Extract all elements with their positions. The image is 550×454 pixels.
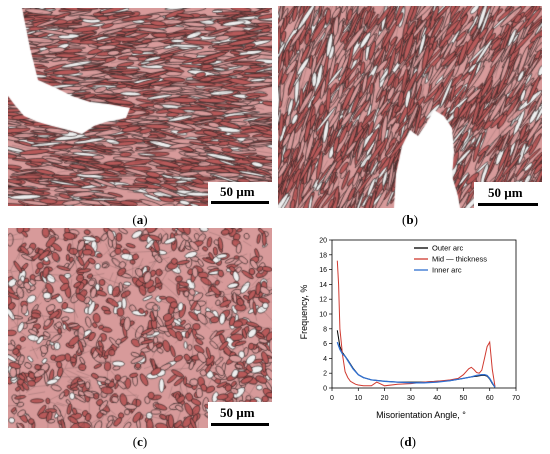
y-axis-label: Frequency, % (299, 285, 309, 340)
x-tick-label: 20 (381, 395, 389, 402)
caption-d: (d) (400, 434, 416, 449)
scale-bar-c: 50 µm (208, 402, 272, 428)
micrograph-a-image (8, 8, 272, 206)
panel-c: 50 µm (8, 228, 272, 428)
y-tick-label: 4 (323, 356, 327, 363)
scale-line-a (211, 201, 269, 204)
y-tick-label: 8 (323, 326, 327, 333)
series-line-0 (336, 330, 496, 388)
y-tick-label: 14 (319, 282, 327, 289)
legend-label-0: Outer arc (432, 244, 464, 253)
x-tick-label: 70 (512, 395, 520, 402)
caption-b: (b) (402, 212, 418, 227)
micrograph-b-image (278, 6, 542, 208)
scale-bar-a: 50 µm (208, 182, 272, 206)
y-tick-label: 12 (319, 297, 327, 304)
x-tick-label: 10 (354, 395, 362, 402)
micrograph-c-image (8, 228, 272, 428)
y-tick-label: 20 (319, 238, 327, 245)
y-tick-label: 0 (323, 386, 327, 393)
x-tick-label: 60 (486, 395, 494, 402)
x-tick-label: 40 (433, 395, 441, 402)
x-tick-label: 50 (460, 395, 468, 402)
scale-line-c (211, 423, 269, 426)
scale-label-c: 50 µm (220, 405, 255, 420)
y-tick-label: 18 (319, 252, 327, 259)
x-tick-label: 0 (330, 395, 334, 402)
y-tick-label: 10 (319, 312, 327, 319)
plot-frame (331, 239, 517, 389)
legend-label-2: Inner arc (432, 266, 462, 275)
misorientation-chart: 0 10 20 30 40 50 60 70 0 2 4 6 8 10 12 14 16 18 20 Outer a… (299, 238, 520, 421)
scale-label-b: 50 µm (488, 185, 523, 200)
y-tick-label: 6 (323, 341, 327, 348)
caption-a: (a) (132, 212, 148, 227)
scale-line-b (478, 203, 538, 206)
legend-label-1: Mid — thickness (432, 255, 487, 264)
x-tick-label: 30 (407, 395, 415, 402)
scale-bar-b: 50 µm (474, 182, 542, 208)
panel-a: 50 µm (8, 8, 272, 206)
y-tick-label: 2 (323, 371, 327, 378)
panel-b: 50 µm (278, 6, 542, 208)
y-tick-label: 16 (319, 267, 327, 274)
caption-c: (c) (132, 434, 148, 449)
scale-label-a: 50 µm (220, 184, 255, 199)
series-line-2 (336, 341, 496, 388)
series-line-1 (336, 260, 496, 387)
x-axis-label: Misorientation Angle, ° (376, 410, 466, 420)
